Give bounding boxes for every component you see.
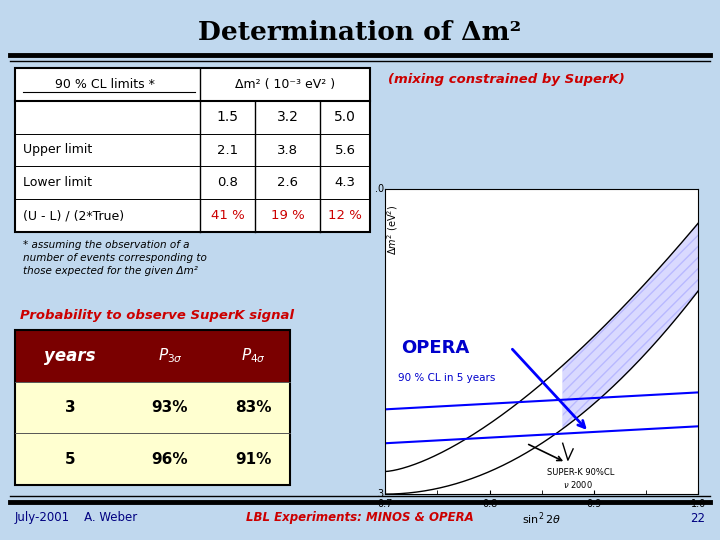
Bar — [15, 382, 290, 433]
Text: 4.3: 4.3 — [335, 176, 356, 190]
Bar — [15, 330, 290, 485]
Text: 3.2: 3.2 — [276, 110, 298, 124]
X-axis label: $\sin^2 2\theta$: $\sin^2 2\theta$ — [523, 510, 561, 527]
Text: 96%: 96% — [152, 451, 189, 467]
Text: LBL Experiments: MINOS & OPERA: LBL Experiments: MINOS & OPERA — [246, 511, 474, 524]
Text: Lower limit: Lower limit — [23, 176, 92, 190]
Text: years: years — [44, 347, 96, 365]
Text: 90 % CL in 5 years: 90 % CL in 5 years — [397, 373, 495, 383]
Text: 2.6: 2.6 — [277, 176, 298, 190]
Text: 2.1: 2.1 — [217, 144, 238, 157]
Text: 22: 22 — [690, 511, 705, 524]
Text: Probability to observe SuperK signal: Probability to observe SuperK signal — [20, 308, 294, 321]
Bar — [15, 330, 290, 382]
Text: SUPER-K 90%CL: SUPER-K 90%CL — [547, 468, 614, 477]
Text: * assuming the observation of a: * assuming the observation of a — [23, 240, 189, 250]
Text: 93%: 93% — [152, 400, 188, 415]
Bar — [15, 68, 370, 232]
Text: those expected for the given Δm²: those expected for the given Δm² — [23, 266, 198, 276]
Text: $P_{4\sigma}$: $P_{4\sigma}$ — [240, 347, 266, 365]
Bar — [15, 433, 290, 485]
Text: 5.6: 5.6 — [335, 144, 356, 157]
Text: number of events corresponding to: number of events corresponding to — [23, 253, 207, 263]
Text: 91%: 91% — [235, 451, 271, 467]
Text: $\nu$ 2000: $\nu$ 2000 — [563, 480, 593, 490]
Text: $\Delta m^2$ (eV$^2$): $\Delta m^2$ (eV$^2$) — [385, 205, 400, 255]
Text: 3.8: 3.8 — [277, 144, 298, 157]
Text: 12 %: 12 % — [328, 209, 362, 222]
Text: 83%: 83% — [235, 400, 271, 415]
Text: 1.5: 1.5 — [217, 110, 238, 124]
Text: Upper limit: Upper limit — [23, 144, 92, 157]
Text: .3: .3 — [374, 489, 384, 499]
Text: (mixing constrained by SuperK): (mixing constrained by SuperK) — [388, 72, 625, 85]
Text: 41 %: 41 % — [211, 209, 244, 222]
Text: OPERA: OPERA — [401, 339, 469, 357]
Text: Determination of Δm²: Determination of Δm² — [199, 19, 521, 44]
Text: $P_{3\sigma}$: $P_{3\sigma}$ — [158, 347, 182, 365]
Text: (U - L) / (2*True): (U - L) / (2*True) — [23, 209, 124, 222]
Text: 0.8: 0.8 — [217, 176, 238, 190]
Text: 19 %: 19 % — [271, 209, 305, 222]
Text: 3: 3 — [65, 400, 76, 415]
Text: 90 % CL limits *: 90 % CL limits * — [55, 78, 155, 91]
Text: 5: 5 — [65, 451, 76, 467]
Text: July-2001    A. Weber: July-2001 A. Weber — [15, 511, 138, 524]
Text: .0: .0 — [374, 184, 384, 194]
Text: Δm² ( 10⁻³ eV² ): Δm² ( 10⁻³ eV² ) — [235, 78, 335, 91]
Text: 5.0: 5.0 — [334, 110, 356, 124]
